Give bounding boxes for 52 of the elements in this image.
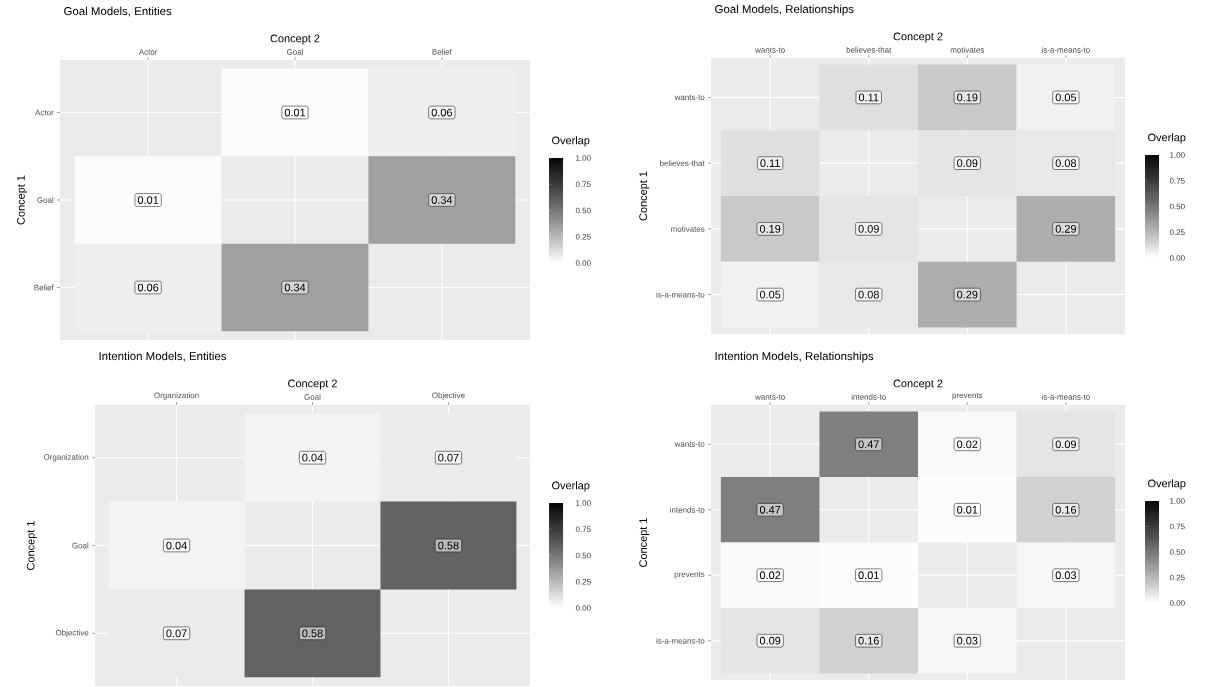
x-axis-title: Concept 2 [893, 32, 943, 43]
chart-title: Goal Models, Relationships [715, 4, 854, 16]
data-label: 0.07 [438, 453, 459, 462]
y-axis-title: Concept 1 [17, 175, 27, 225]
data-label: 0.29 [1055, 224, 1077, 233]
data-label: 0.09 [957, 159, 978, 168]
data-label: 0.02 [957, 440, 978, 449]
y-axis-title: Concept 1 [639, 171, 650, 221]
color-bar-title: Overlap [552, 481, 590, 492]
data-label: 0.34 [431, 196, 453, 204]
chart-title: Intention Models, Relationships [715, 351, 874, 363]
data-label: 0.02 [759, 571, 781, 580]
data-label: 0.16 [858, 636, 879, 645]
data-label: 0.05 [1055, 93, 1077, 102]
data-label: 0.04 [302, 453, 323, 462]
data-label: 0.09 [858, 224, 879, 233]
data-label: 0.06 [137, 283, 159, 292]
data-label: 0.58 [438, 541, 459, 550]
color-bar-title: Overlap [1148, 133, 1186, 144]
color-bar-title: Overlap [1148, 479, 1186, 490]
data-label: 0.58 [302, 629, 323, 638]
data-label: 0.08 [1055, 159, 1077, 168]
x-axis-title: Concept 2 [270, 34, 320, 45]
x-axis-title: Concept 2 [288, 379, 337, 390]
data-label: 0.07 [166, 629, 187, 638]
data-label: 0.11 [760, 159, 780, 168]
data-label: 0.03 [957, 636, 978, 645]
data-label: 0.05 [759, 290, 781, 299]
x-axis-title: Concept 2 [893, 379, 943, 390]
data-label: 0.01 [858, 571, 879, 580]
data-label: 0.01 [284, 108, 306, 117]
data-label: 0.19 [759, 224, 781, 233]
data-label: 0.01 [957, 505, 978, 514]
data-label: 0.47 [759, 505, 781, 514]
data-label: 0.04 [166, 541, 187, 550]
data-label: 0.09 [759, 636, 781, 645]
y-axis-title: Concept 1 [26, 521, 37, 570]
y-axis-title: Concept 1 [639, 518, 650, 567]
data-label: 0.34 [284, 283, 306, 292]
data-label: 0.08 [858, 290, 879, 299]
data-label: 0.11 [858, 93, 879, 102]
data-label: 0.09 [1055, 440, 1077, 449]
color-bar-title: Overlap [552, 136, 590, 147]
data-label: 0.29 [957, 290, 978, 299]
data-label: 0.06 [431, 108, 453, 117]
chart-title: Goal Models, Entities [64, 6, 172, 17]
data-label: 0.19 [957, 93, 978, 102]
data-label: 0.47 [858, 440, 879, 449]
data-label: 0.16 [1055, 505, 1077, 514]
data-label: 0.03 [1055, 571, 1077, 580]
data-label: 0.01 [137, 196, 159, 204]
chart-title: Intention Models, Entities [99, 351, 227, 362]
